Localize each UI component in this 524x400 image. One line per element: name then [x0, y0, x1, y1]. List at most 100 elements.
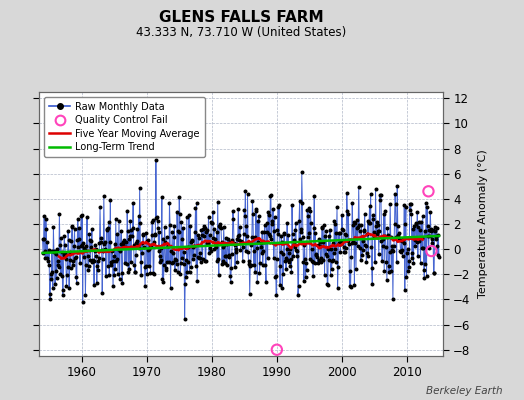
- Point: [332, 259, 340, 265]
- Point: [88, 225, 96, 232]
- Point: [423, 204, 431, 210]
- Point: [83, 214, 91, 220]
- Point: [160, 262, 168, 268]
- Point: [356, 244, 365, 251]
- Point: [414, 218, 423, 225]
- Point: [328, 258, 336, 264]
- Point: [270, 228, 278, 234]
- Point: [347, 240, 356, 246]
- Point: [375, 228, 384, 234]
- Point: [88, 259, 96, 265]
- Point: [277, 233, 286, 239]
- Point: [297, 229, 305, 236]
- Point: [328, 266, 336, 272]
- Point: [222, 235, 230, 241]
- Point: [47, 276, 56, 282]
- Point: [75, 225, 83, 231]
- Point: [232, 246, 240, 253]
- Point: [429, 227, 437, 233]
- Point: [361, 242, 369, 249]
- Point: [383, 276, 391, 283]
- Point: [273, 227, 281, 234]
- Point: [175, 194, 183, 200]
- Point: [372, 223, 380, 229]
- Point: [243, 191, 252, 197]
- Point: [155, 228, 163, 235]
- Point: [81, 292, 90, 298]
- Point: [179, 225, 187, 232]
- Point: [54, 264, 63, 270]
- Point: [140, 244, 148, 251]
- Point: [82, 243, 91, 249]
- Point: [145, 263, 153, 270]
- Point: [345, 282, 354, 289]
- Point: [200, 223, 209, 229]
- Point: [426, 209, 434, 215]
- Point: [364, 218, 372, 224]
- Point: [255, 270, 264, 276]
- Point: [60, 252, 68, 258]
- Point: [188, 237, 196, 244]
- Point: [220, 242, 228, 248]
- Point: [432, 236, 440, 242]
- Point: [209, 209, 217, 216]
- Point: [408, 254, 416, 261]
- Point: [323, 280, 332, 287]
- Point: [122, 239, 130, 246]
- Point: [147, 242, 155, 248]
- Point: [208, 220, 216, 226]
- Point: [283, 257, 292, 264]
- Point: [41, 216, 50, 222]
- Point: [203, 240, 212, 246]
- Point: [216, 224, 225, 230]
- Point: [340, 244, 348, 250]
- Point: [100, 193, 108, 199]
- Point: [231, 242, 239, 248]
- Point: [266, 193, 275, 199]
- Point: [242, 223, 250, 229]
- Point: [40, 213, 48, 220]
- Point: [80, 244, 88, 251]
- Point: [257, 240, 265, 246]
- Point: [313, 260, 322, 267]
- Point: [387, 268, 396, 274]
- Point: [155, 248, 163, 254]
- Point: [45, 246, 53, 253]
- Point: [97, 239, 105, 246]
- Point: [301, 274, 310, 280]
- Point: [152, 215, 161, 221]
- Point: [205, 232, 214, 238]
- Point: [398, 253, 407, 259]
- Point: [218, 261, 226, 268]
- Point: [355, 184, 363, 190]
- Point: [332, 230, 341, 236]
- Point: [118, 242, 127, 248]
- Point: [69, 262, 77, 268]
- Point: [63, 272, 71, 278]
- Point: [129, 242, 138, 248]
- Point: [143, 271, 151, 278]
- Point: [272, 292, 280, 298]
- Point: [173, 228, 182, 234]
- Point: [238, 258, 247, 264]
- Point: [191, 205, 200, 212]
- Point: [424, 233, 432, 240]
- Point: [199, 226, 208, 232]
- Point: [374, 228, 383, 234]
- Point: [269, 206, 277, 212]
- Point: [261, 222, 269, 228]
- Point: [95, 240, 104, 246]
- Point: [264, 208, 272, 215]
- Point: [420, 267, 428, 273]
- Point: [143, 238, 151, 244]
- Point: [367, 244, 375, 250]
- Point: [211, 236, 219, 242]
- Point: [190, 252, 198, 258]
- Point: [157, 257, 165, 263]
- Point: [139, 230, 147, 237]
- Point: [386, 201, 395, 207]
- Point: [252, 206, 260, 212]
- Point: [215, 272, 223, 278]
- Point: [189, 256, 197, 262]
- Point: [87, 244, 95, 250]
